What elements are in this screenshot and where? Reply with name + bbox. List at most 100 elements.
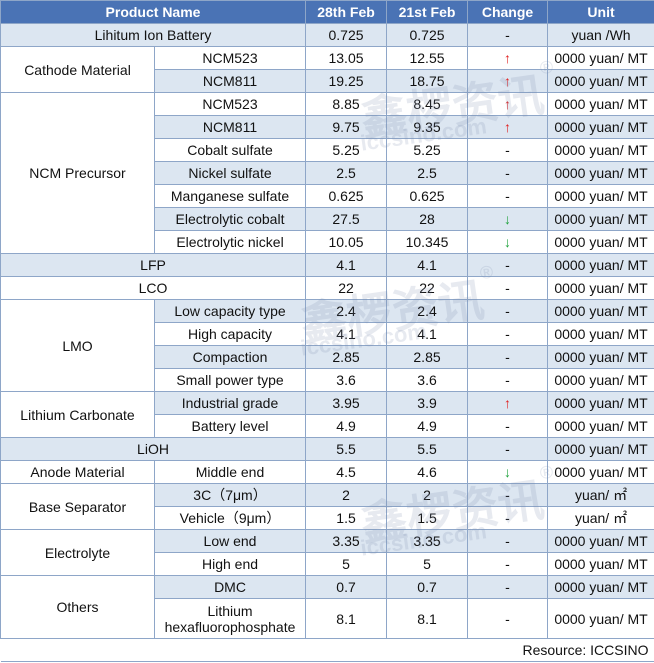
- unit: 0000 yuan/ MT: [547, 115, 654, 139]
- sub-name: NCM523: [153, 46, 307, 70]
- value-21feb: 5: [386, 552, 469, 576]
- value-28feb: 4.1: [305, 253, 388, 277]
- sub-name: 3C（7μm）: [153, 483, 307, 507]
- value-28feb: 3.35: [305, 529, 388, 553]
- unit: 0000 yuan/ MT: [547, 437, 654, 461]
- value-28feb: 10.05: [305, 230, 388, 254]
- table-row: Cathode Material NCM523 13.05 12.55 ↑ 00…: [0, 46, 654, 93]
- value-21feb: 12.55: [386, 46, 469, 70]
- sub-name: Battery level: [153, 414, 307, 438]
- change-indicator: ↑: [467, 69, 549, 93]
- resource-note: Resource: ICCSINO: [0, 638, 654, 662]
- unit: 0000 yuan/ MT: [547, 552, 654, 576]
- table-row: High end 5 5 - 0000 yuan/ MT: [1, 552, 654, 576]
- unit: 0000 yuan/ MT: [547, 414, 654, 438]
- sub-name: DMC: [153, 575, 307, 599]
- dash-icon: -: [505, 510, 510, 526]
- table-row: Electrolytic cobalt 27.5 28 ↓ 0000 yuan/…: [1, 207, 654, 231]
- change-indicator: -: [467, 483, 549, 507]
- change-indicator: ↑: [467, 115, 549, 139]
- table-row: Lithium Carbonate Industrial grade 3.95 …: [0, 391, 654, 438]
- change-indicator: -: [467, 138, 549, 162]
- change-indicator: -: [467, 161, 549, 185]
- arrow-up-icon: ↑: [504, 119, 512, 135]
- header-change: Change: [467, 0, 549, 24]
- table-row: Compaction 2.85 2.85 - 0000 yuan/ MT: [1, 345, 654, 369]
- value-21feb: 0.725: [386, 23, 469, 47]
- dash-icon: -: [505, 579, 510, 595]
- group-label: Anode Material: [0, 460, 155, 484]
- dash-icon: -: [505, 610, 510, 627]
- table-row: Lihitum Ion Battery 0.725 0.725 - yuan /…: [0, 23, 654, 47]
- group-label: Lithium Carbonate: [0, 391, 155, 438]
- table-row: Vehicle（9μm） 1.5 1.5 - yuan/ ㎡: [1, 506, 654, 530]
- sub-name: Low end: [153, 529, 307, 553]
- dash-icon: -: [505, 165, 510, 181]
- change-indicator: -: [467, 368, 549, 392]
- dash-icon: -: [505, 257, 510, 273]
- value-21feb: 3.6: [386, 368, 469, 392]
- change-indicator: -: [467, 506, 549, 530]
- arrow-up-icon: ↑: [504, 50, 512, 66]
- change-indicator: ↑: [467, 391, 549, 415]
- group-label: Electrolyte: [0, 529, 155, 576]
- value-28feb: 8.85: [305, 92, 388, 116]
- unit: 0000 yuan/ MT: [547, 529, 654, 553]
- value-28feb: 8.1: [305, 598, 388, 639]
- value-21feb: 9.35: [386, 115, 469, 139]
- sub-name: Nickel sulfate: [153, 161, 307, 185]
- header-row: Product Name 28th Feb 21st Feb Change Un…: [0, 0, 654, 24]
- unit: 0000 yuan/ MT: [547, 322, 654, 346]
- sub-name: Middle end: [153, 460, 307, 484]
- unit: 0000 yuan/ MT: [547, 207, 654, 231]
- arrow-down-icon: ↓: [504, 211, 512, 227]
- product-name: LiOH: [0, 437, 307, 461]
- unit: 0000 yuan/ MT: [547, 161, 654, 185]
- value-21feb: 1.5: [386, 506, 469, 530]
- unit: 0000 yuan/ MT: [547, 368, 654, 392]
- change-indicator: ↑: [467, 46, 549, 70]
- arrow-up-icon: ↑: [504, 395, 512, 411]
- table-row: Battery level 4.9 4.9 - 0000 yuan/ MT: [1, 414, 654, 438]
- table-row: Nickel sulfate 2.5 2.5 - 0000 yuan/ MT: [1, 161, 654, 185]
- value-28feb: 13.05: [305, 46, 388, 70]
- value-21feb: 5.25: [386, 138, 469, 162]
- value-28feb: 19.25: [305, 69, 388, 93]
- sub-name: NCM523: [153, 92, 307, 116]
- change-indicator: -: [467, 253, 549, 277]
- product-name: Lihitum Ion Battery: [0, 23, 307, 47]
- value-21feb: 0.7: [386, 575, 469, 599]
- unit: 0000 yuan/ MT: [547, 230, 654, 254]
- dash-icon: -: [505, 326, 510, 342]
- dash-icon: -: [505, 142, 510, 158]
- table-row: LFP 4.1 4.1 - 0000 yuan/ MT: [0, 253, 654, 277]
- sub-name: Cobalt sulfate: [153, 138, 307, 162]
- value-21feb: 4.6: [386, 460, 469, 484]
- group-label: LMO: [0, 299, 155, 392]
- table-row: LiOH 5.5 5.5 - 0000 yuan/ MT: [0, 437, 654, 461]
- table-row: Anode Material Middle end 4.5 4.6 ↓ 0000…: [0, 460, 654, 484]
- value-21feb: 4.1: [386, 322, 469, 346]
- sub-name: Vehicle（9μm）: [153, 506, 307, 530]
- change-indicator: ↓: [467, 230, 549, 254]
- unit: 0000 yuan/ MT: [547, 138, 654, 162]
- group-label: NCM Precursor: [0, 92, 155, 254]
- table-row: Base Separator 3C（7μm） 2 2 - yuan/ ㎡: [0, 483, 654, 530]
- unit: 0000 yuan/ MT: [547, 69, 654, 93]
- dash-icon: -: [505, 27, 510, 43]
- unit: 0000 yuan/ MT: [547, 276, 654, 300]
- change-indicator: ↓: [467, 207, 549, 231]
- change-indicator: -: [467, 552, 549, 576]
- change-indicator: ↑: [467, 92, 549, 116]
- table-row: High capacity 4.1 4.1 - 0000 yuan/ MT: [1, 322, 654, 346]
- table-row: Others DMC 0.7 0.7 - 0000 yuan/ MT: [0, 575, 654, 639]
- value-21feb: 4.1: [386, 253, 469, 277]
- value-28feb: 27.5: [305, 207, 388, 231]
- unit: 0000 yuan/ MT: [547, 345, 654, 369]
- value-28feb: 4.5: [305, 460, 388, 484]
- dash-icon: -: [505, 418, 510, 434]
- table-row: LMO Low capacity type 2.4 2.4 - 0000 yua…: [0, 299, 654, 392]
- change-indicator: -: [467, 23, 549, 47]
- value-28feb: 9.75: [305, 115, 388, 139]
